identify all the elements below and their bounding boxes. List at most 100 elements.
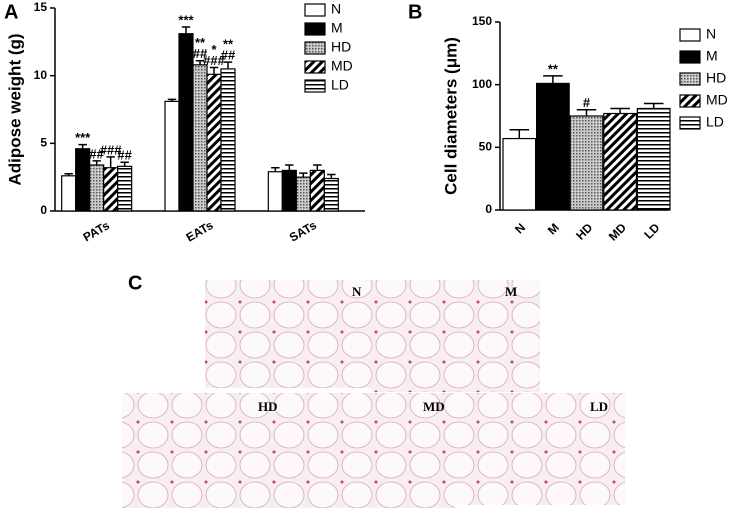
legend-swatch [304, 22, 326, 36]
error-bar [78, 143, 87, 149]
legend-swatch [304, 3, 326, 17]
legend-swatch [304, 41, 326, 55]
y-tick-label: 100 [472, 77, 492, 91]
image-label: MD [423, 399, 445, 414]
image-label: M [505, 284, 517, 299]
legend-label: HD [706, 70, 726, 86]
bar [502, 137, 537, 211]
legend-label: MD [706, 92, 728, 108]
y-tick-label: 15 [34, 0, 48, 14]
y-tick-label: 150 [472, 14, 492, 28]
x-tick-label: LD [641, 220, 662, 241]
significance-label: ** [195, 35, 206, 50]
legend-swatch [679, 72, 701, 86]
bar [323, 177, 339, 212]
error-bar [543, 75, 563, 84]
error-bar [285, 164, 294, 171]
error-bar [610, 107, 630, 114]
legend-swatch [304, 60, 326, 74]
panel-label: C [128, 272, 142, 294]
significance-label: *** [75, 130, 91, 145]
y-tick-label: 0 [485, 202, 492, 216]
image-label: N [352, 284, 362, 299]
bar [267, 171, 283, 212]
legend-swatch [679, 94, 701, 108]
significance-label: ### [100, 142, 122, 157]
micrograph [122, 393, 290, 508]
legend-label: MD [331, 58, 353, 74]
error-bar [64, 173, 73, 176]
micrographs: N M HD MD LD [122, 280, 625, 508]
significance-label: ## [193, 46, 208, 61]
significance-label: ** [223, 37, 234, 52]
y-tick-label: 5 [40, 136, 47, 150]
bar [89, 164, 105, 212]
bar [220, 68, 236, 212]
legend-swatch [679, 116, 701, 130]
error-bar [181, 26, 191, 34]
error-bar [195, 60, 205, 65]
error-bar [509, 129, 530, 139]
legend-swatch [679, 28, 701, 42]
significance-label: ### [203, 53, 225, 68]
error-bar [313, 164, 322, 171]
error-bar [576, 108, 597, 116]
micrograph [372, 280, 540, 392]
significance-label: # [583, 95, 591, 110]
panel-label: A [4, 1, 18, 23]
bar [636, 107, 671, 211]
legend-label: M [706, 48, 718, 64]
legend-label: HD [331, 39, 351, 55]
bar [603, 112, 637, 211]
y-tick-label: 0 [40, 203, 47, 217]
image-label: HD [258, 399, 278, 414]
significance-label: ## [89, 146, 104, 161]
y-axis-label: Adipose weight (g) [5, 33, 24, 185]
error-bar [92, 160, 101, 165]
error-bar [209, 66, 219, 75]
x-tick-label: SATs [287, 218, 319, 245]
error-bar [223, 61, 233, 69]
significance-label: * [211, 42, 217, 57]
x-tick-label: MD [606, 220, 629, 243]
legend-label: M [331, 20, 343, 36]
x-tick-label: EATs [184, 218, 216, 245]
legend-label: N [706, 26, 716, 42]
significance-label: ## [117, 148, 132, 163]
x-tick-label: N [512, 220, 528, 236]
x-tick-label: M [545, 220, 562, 237]
significance-label: ** [548, 61, 559, 76]
bar [206, 73, 222, 212]
bar [117, 165, 133, 212]
y-axis-label: Cell diameters (μm) [441, 37, 460, 195]
significance-label: *** [178, 12, 194, 27]
panel-label: B [408, 1, 422, 23]
legend-swatch [304, 79, 326, 93]
bar [192, 64, 208, 212]
bar [103, 167, 119, 212]
bar [178, 33, 194, 212]
error-bar [299, 172, 308, 178]
legend-label: LD [706, 114, 724, 130]
y-tick-label: 10 [34, 68, 48, 82]
bar [75, 148, 91, 212]
bar [61, 175, 77, 212]
error-bar [327, 173, 336, 179]
bar [309, 169, 325, 212]
bar [535, 82, 570, 211]
error-bar [106, 156, 115, 168]
bar [281, 169, 297, 212]
error-bar [271, 166, 280, 172]
error-bar [167, 98, 177, 102]
micrograph [205, 280, 372, 388]
bar [569, 115, 604, 211]
error-bar [643, 102, 664, 109]
legend-swatch [679, 50, 701, 64]
micrograph [290, 393, 455, 508]
bar [164, 100, 180, 212]
y-tick-label: 50 [479, 140, 493, 154]
micrograph [455, 393, 625, 505]
significance-label: ## [221, 48, 236, 63]
image-label: LD [590, 399, 608, 414]
